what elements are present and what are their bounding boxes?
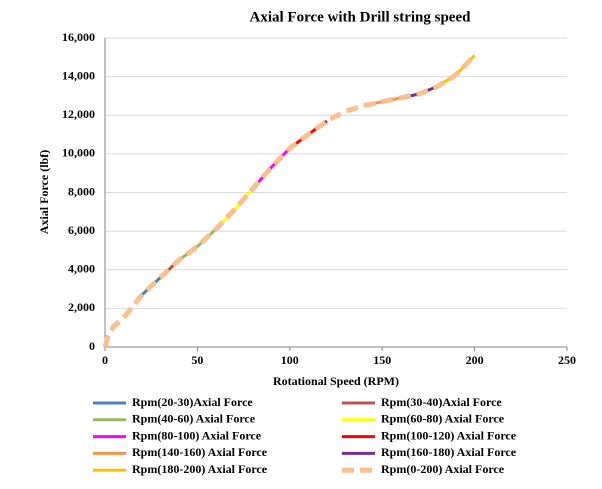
legend-label: Rpm(100-120) Axial Force: [381, 428, 517, 442]
x-tick-label: 150: [373, 353, 391, 367]
chart-title: Axial Force with Drill string speed: [250, 9, 472, 25]
legend-label: Rpm(80-100) Axial Force: [132, 428, 262, 442]
y-tick-label: 10,000: [62, 146, 95, 160]
y-tick-label: 16,000: [62, 30, 95, 44]
legend-label: Rpm(160-180) Axial Force: [381, 445, 517, 459]
legend-label: Rpm(140-160) Axial Force: [132, 445, 268, 459]
legend-label: Rpm(0-200) Axial Force: [381, 462, 505, 476]
series-line: [102, 53, 477, 348]
series-line: [251, 147, 291, 190]
x-tick-label: 100: [281, 353, 299, 367]
x-tick-label: 50: [191, 353, 203, 367]
x-axis-label: Rotational Speed (RPM): [273, 374, 399, 388]
y-tick-label: 14,000: [62, 68, 95, 82]
y-axis-label: Axial Force (lbf): [37, 150, 51, 234]
x-tick-label: 0: [102, 353, 108, 367]
x-tick-label: 250: [558, 353, 576, 367]
legend-label: Rpm(30-40)Axial Force: [381, 395, 502, 409]
y-tick-label: 8,000: [68, 184, 95, 198]
legend-label: Rpm(180-200) Axial Force: [132, 462, 268, 476]
y-tick-label: 4,000: [68, 262, 95, 276]
legend-label: Rpm(20-30)Axial Force: [132, 395, 253, 409]
y-tick-label: 6,000: [68, 223, 95, 237]
legend-label: Rpm(60-80) Axial Force: [381, 412, 505, 426]
legend-label: Rpm(40-60) Axial Force: [132, 412, 256, 426]
x-tick-label: 200: [466, 353, 484, 367]
y-tick-label: 12,000: [62, 107, 95, 121]
y-tick-label: 2,000: [68, 300, 95, 314]
y-tick-label: 0: [89, 339, 95, 353]
